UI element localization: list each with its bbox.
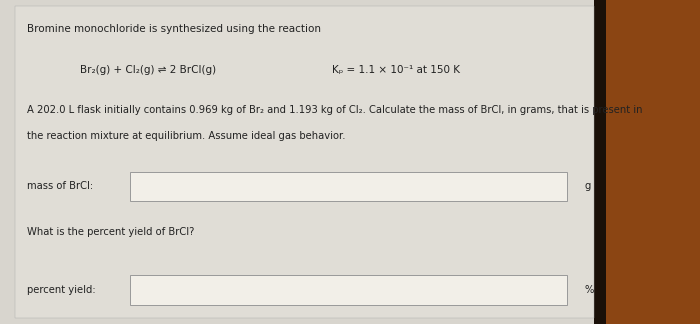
Text: mass of BrCl:: mass of BrCl: [27,181,92,191]
Bar [130,172,567,201]
Text: Br₂(g) + Cl₂(g) ⇌ 2 BrCl(g): Br₂(g) + Cl₂(g) ⇌ 2 BrCl(g) [80,65,216,75]
Text: g: g [584,181,591,191]
Text: %: % [584,285,594,295]
Text: the reaction mixture at equilibrium. Assume ideal gas behavior.: the reaction mixture at equilibrium. Ass… [27,131,345,141]
Text: Bromine monochloride is synthesized using the reaction: Bromine monochloride is synthesized usin… [27,24,321,34]
Text: percent yield:: percent yield: [27,285,95,295]
Text: What is the percent yield of BrCl?: What is the percent yield of BrCl? [27,227,194,237]
Bar [15,6,594,318]
Bar [130,275,567,305]
Text: Kₚ = 1.1 × 10⁻¹ at 150 K: Kₚ = 1.1 × 10⁻¹ at 150 K [332,65,461,75]
Text: A 202.0 L flask initially contains 0.969 kg of Br₂ and 1.193 kg of Cl₂. Calculat: A 202.0 L flask initially contains 0.969… [27,105,642,115]
Bar [594,0,606,324]
Bar [606,0,700,324]
